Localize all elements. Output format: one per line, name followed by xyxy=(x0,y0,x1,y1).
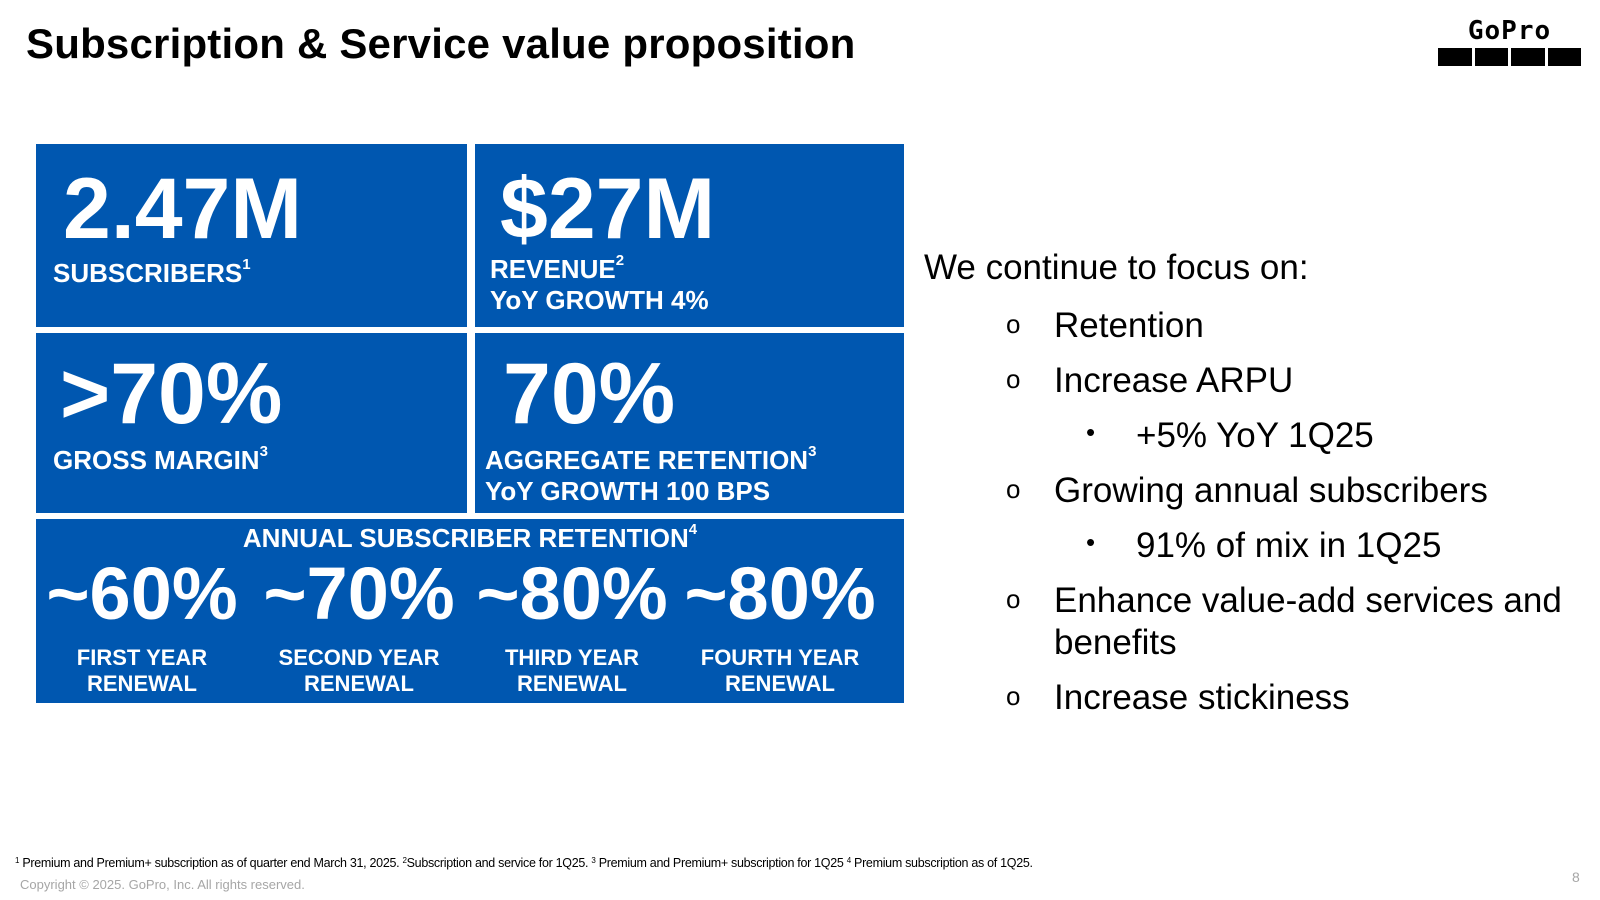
footnote-text: Premium and Premium+ subscription for 1Q… xyxy=(595,856,847,870)
focus-heading: We continue to focus on: xyxy=(924,248,1309,287)
annual-retention-tile: ANNUAL SUBSCRIBER RETENTION4 ~60% FIRST … xyxy=(36,519,904,703)
footnote-text: Premium subscription as of 1Q25. xyxy=(850,856,1033,870)
hollow-bullet-icon: o xyxy=(1006,681,1021,711)
footnote-ref: 3 xyxy=(808,443,817,460)
logo-text: GoPro xyxy=(1467,16,1552,46)
retention-year-label: FOURTH YEAR RENEWAL xyxy=(700,645,860,696)
subscribers-value: 2.47M xyxy=(63,161,303,257)
hollow-bullet-icon: o xyxy=(1006,584,1021,614)
revenue-value: $27M xyxy=(500,161,716,257)
footnote-ref: 1 xyxy=(242,256,251,273)
page-title: Subscription & Service value proposition xyxy=(26,20,856,67)
retention-year-label: SECOND YEAR RENEWAL xyxy=(278,645,440,696)
subscribers-label: SUBSCRIBERS1 xyxy=(53,256,251,289)
footnote-text: Premium and Premium+ subscription as of … xyxy=(19,856,403,870)
focus-item-text: Growing annual subscribers xyxy=(1054,471,1488,510)
copyright: Copyright © 2025. GoPro, Inc. All rights… xyxy=(20,877,305,892)
footnote-ref: 4 xyxy=(688,521,698,538)
page-number: 8 xyxy=(1572,869,1580,885)
gopro-logo: GoPro xyxy=(1438,16,1581,68)
focus-item-text: +5% YoY 1Q25 xyxy=(1136,416,1374,455)
gross-margin-value: >70% xyxy=(60,346,283,442)
footnote-number: 1 xyxy=(15,856,20,865)
retention-growth: YoY GROWTH 100 BPS xyxy=(485,476,771,507)
footnote-number: 4 xyxy=(846,856,851,865)
gross-margin-tile: >70% GROSS MARGIN3 xyxy=(36,333,467,513)
retention-year-1: ~60% FIRST YEAR RENEWAL xyxy=(40,557,244,697)
focus-item-text: Increase ARPU xyxy=(1054,361,1294,400)
focus-item-text: Enhance value-add services and xyxy=(1054,581,1562,620)
footnote-text: Subscription and service for 1Q25. xyxy=(406,856,592,870)
footnote-ref: 2 xyxy=(615,252,625,269)
retention-value: 70% xyxy=(503,346,676,442)
revenue-growth: YoY GROWTH 4% xyxy=(490,285,709,316)
gross-margin-label-text: GROSS MARGIN xyxy=(53,445,260,475)
retention-year-label: FIRST YEAR RENEWAL xyxy=(76,645,208,696)
footnote-number: 2 xyxy=(402,856,407,865)
retention-year-value: ~80% xyxy=(684,552,876,635)
retention-tile: 70% AGGREGATE RETENTION3 YoY GROWTH 100 B… xyxy=(475,333,904,513)
footnote-number: 3 xyxy=(591,856,596,865)
retention-year-2: ~70% SECOND YEAR RENEWAL xyxy=(250,557,468,697)
bullet-icon: • xyxy=(1086,417,1096,447)
retention-year-value: ~70% xyxy=(263,552,455,635)
retention-year-label: THIRD YEAR RENEWAL xyxy=(504,645,640,696)
subscribers-label-text: SUBSCRIBERS xyxy=(53,258,243,288)
retention-year-4: ~80% FOURTH YEAR RENEWAL xyxy=(676,557,884,697)
focus-list: We continue to focus on: o Retention o I… xyxy=(924,247,1584,717)
hollow-bullet-icon: o xyxy=(1006,474,1021,504)
focus-item-text: benefits xyxy=(1054,623,1177,662)
retention-year-value: ~80% xyxy=(476,552,668,635)
logo-bar xyxy=(1474,48,1508,66)
hollow-bullet-icon: o xyxy=(1006,364,1021,394)
revenue-tile: $27M REVENUE2 YoY GROWTH 4% xyxy=(475,144,904,327)
logo-bars xyxy=(1438,48,1581,66)
logo-bar xyxy=(1438,48,1472,66)
footnotes: 1 Premium and Premium+ subscription as o… xyxy=(15,856,1033,870)
footnote-ref: 3 xyxy=(259,443,268,460)
logo-bar xyxy=(1547,48,1581,66)
annual-retention-title-text: ANNUAL SUBSCRIBER RETENTION xyxy=(242,523,689,553)
revenue-label-text: REVENUE xyxy=(490,254,616,284)
focus-item-text: 91% of mix in 1Q25 xyxy=(1136,526,1442,565)
bullet-icon: • xyxy=(1086,527,1096,557)
retention-label-text: AGGREGATE RETENTION xyxy=(485,445,809,475)
retention-year-value: ~60% xyxy=(46,552,238,635)
gross-margin-label: GROSS MARGIN3 xyxy=(53,443,268,476)
annual-retention-title: ANNUAL SUBSCRIBER RETENTION4 xyxy=(36,521,904,554)
focus-item-text: Retention xyxy=(1054,306,1204,345)
retention-label: AGGREGATE RETENTION3 YoY GROWTH 100 BPS xyxy=(485,443,817,507)
subscribers-tile: 2.47M SUBSCRIBERS1 xyxy=(36,144,467,327)
hollow-bullet-icon: o xyxy=(1006,309,1021,339)
revenue-label: REVENUE2 YoY GROWTH 4% xyxy=(490,252,709,316)
retention-year-3: ~80% THIRD YEAR RENEWAL xyxy=(468,557,676,697)
focus-item-text: Increase stickiness xyxy=(1054,678,1350,717)
logo-bar xyxy=(1511,48,1545,66)
